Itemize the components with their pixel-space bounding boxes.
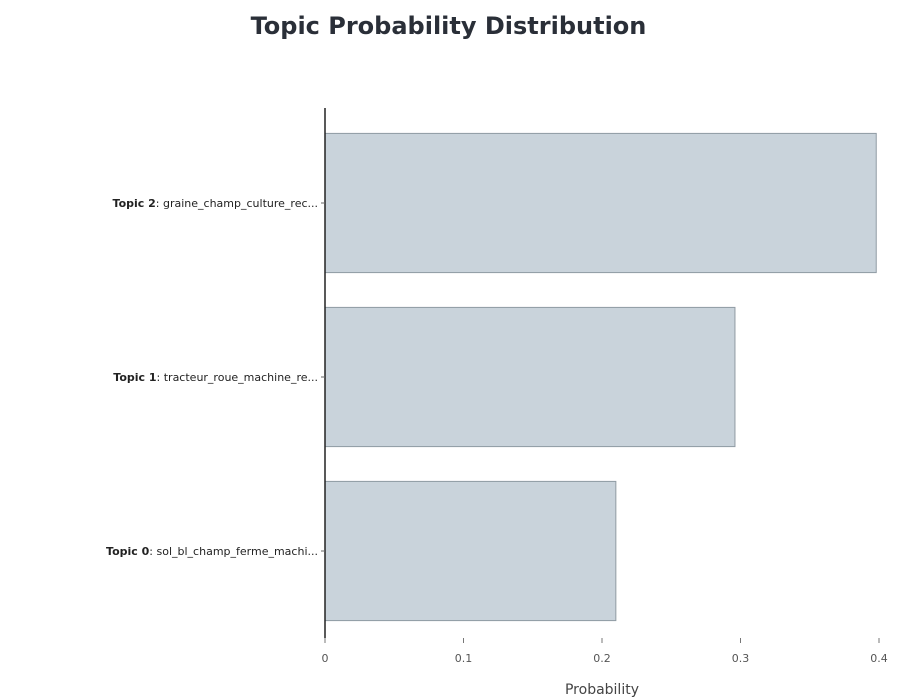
bar-topic-2	[324, 132, 877, 274]
x-tick-label: 0	[322, 652, 329, 665]
category-words-label: : sol_bl_champ_ferme_machi...	[149, 545, 318, 558]
x-ticks-group: 0 0.1 0.2 0.3 0.4	[322, 638, 888, 665]
category-words-label: : graine_champ_culture_rec...	[156, 197, 318, 210]
x-tick-label: 0.2	[593, 652, 611, 665]
chart-title: Topic Probability Distribution	[250, 12, 647, 40]
x-tick-label: 0.1	[455, 652, 473, 665]
x-axis-title: Probability	[565, 682, 639, 698]
category-words-label: : tracteur_roue_machine_re...	[157, 371, 318, 384]
category-labels-group: Topic 2: graine_champ_culture_rec...Topi…	[106, 197, 325, 558]
category-label: Topic 1: tracteur_roue_machine_re...	[113, 371, 318, 384]
x-tick-label: 0.4	[870, 652, 888, 665]
category-topic-label: Topic 1	[113, 371, 156, 384]
category-topic-label: Topic 0	[106, 545, 150, 558]
bars-group	[324, 132, 877, 622]
bar-topic-1	[324, 306, 736, 448]
bar-topic-0	[324, 480, 617, 622]
category-label: Topic 2: graine_champ_culture_rec...	[113, 197, 318, 210]
x-tick-label: 0.3	[732, 652, 750, 665]
category-topic-label: Topic 2	[113, 197, 156, 210]
category-label: Topic 0: sol_bl_champ_ferme_machi...	[106, 545, 318, 558]
